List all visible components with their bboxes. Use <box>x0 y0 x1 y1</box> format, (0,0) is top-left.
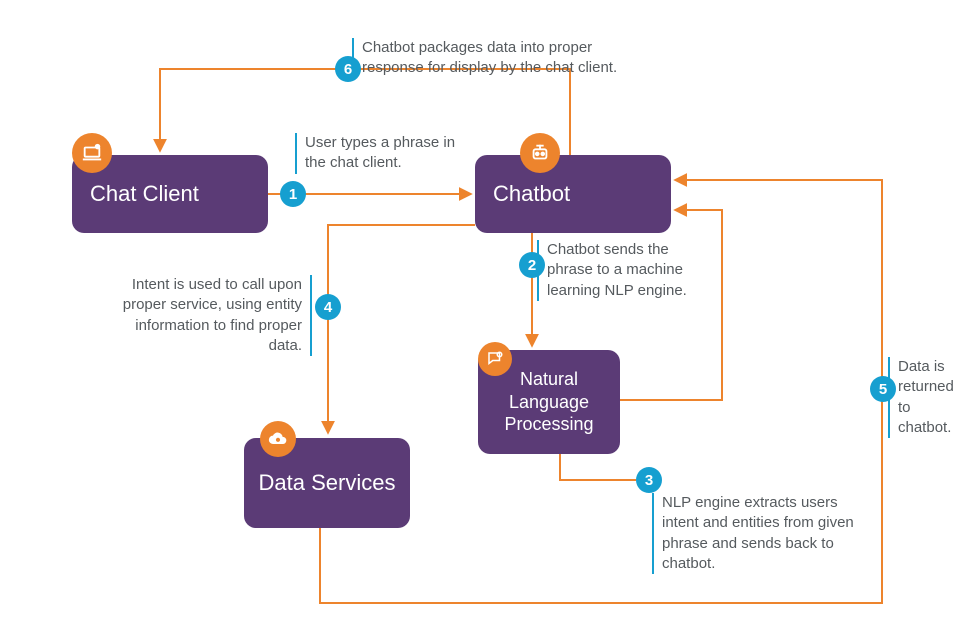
node-label: Natural Language Processing <box>488 368 610 436</box>
caption-text: Chatbot packages data into proper respon… <box>362 39 617 76</box>
step-badge-6: 6 <box>335 56 361 82</box>
caption-text: Chatbot sends the phrase to a machine le… <box>547 241 687 299</box>
step-caption-5: Data is returned to chatbot. <box>898 357 968 438</box>
accent-bar <box>310 275 312 356</box>
caption-text: Intent is used to call upon proper servi… <box>123 276 302 354</box>
step-badge-5: 5 <box>870 376 896 402</box>
step-badge-3: 3 <box>636 467 662 493</box>
badge-num: 2 <box>528 257 536 274</box>
step-caption-2: Chatbot sends the phrase to a machine le… <box>547 240 687 301</box>
laptop-chat-icon <box>72 133 112 173</box>
step-badge-4: 4 <box>315 294 341 320</box>
step-caption-3: NLP engine extracts users intent and ent… <box>662 493 872 574</box>
flowchart-canvas: Chat Client Chatbot Natural Language Pro… <box>0 0 973 628</box>
accent-bar <box>295 133 297 174</box>
caption-text: User types a phrase in the chat client. <box>305 134 455 171</box>
caption-text: NLP engine extracts users intent and ent… <box>662 494 854 572</box>
badge-num: 1 <box>289 186 297 203</box>
node-label: Chat Client <box>90 181 199 207</box>
badge-num: 3 <box>645 472 653 489</box>
robot-icon <box>520 133 560 173</box>
accent-bar <box>352 38 354 79</box>
node-label: Chatbot <box>493 181 570 207</box>
cloud-gear-icon <box>260 421 296 457</box>
accent-bar <box>652 493 654 574</box>
badge-num: 5 <box>879 381 887 398</box>
accent-bar <box>537 240 539 301</box>
chat-gear-icon <box>478 342 512 376</box>
node-label: Data Services <box>259 469 396 497</box>
edge-3b <box>560 454 636 480</box>
edge-4 <box>328 225 475 432</box>
step-badge-2: 2 <box>519 252 545 278</box>
step-caption-4: Intent is used to call upon proper servi… <box>112 275 302 356</box>
step-badge-1: 1 <box>280 181 306 207</box>
step-caption-1: User types a phrase in the chat client. <box>305 133 465 174</box>
badge-num: 6 <box>344 61 352 78</box>
step-caption-6: Chatbot packages data into proper respon… <box>362 38 652 79</box>
badge-num: 4 <box>324 299 332 316</box>
caption-text: Data is returned to chatbot. <box>898 358 954 436</box>
node-chatbot: Chatbot <box>475 155 671 233</box>
accent-bar <box>888 357 890 438</box>
edge-3 <box>620 210 722 400</box>
